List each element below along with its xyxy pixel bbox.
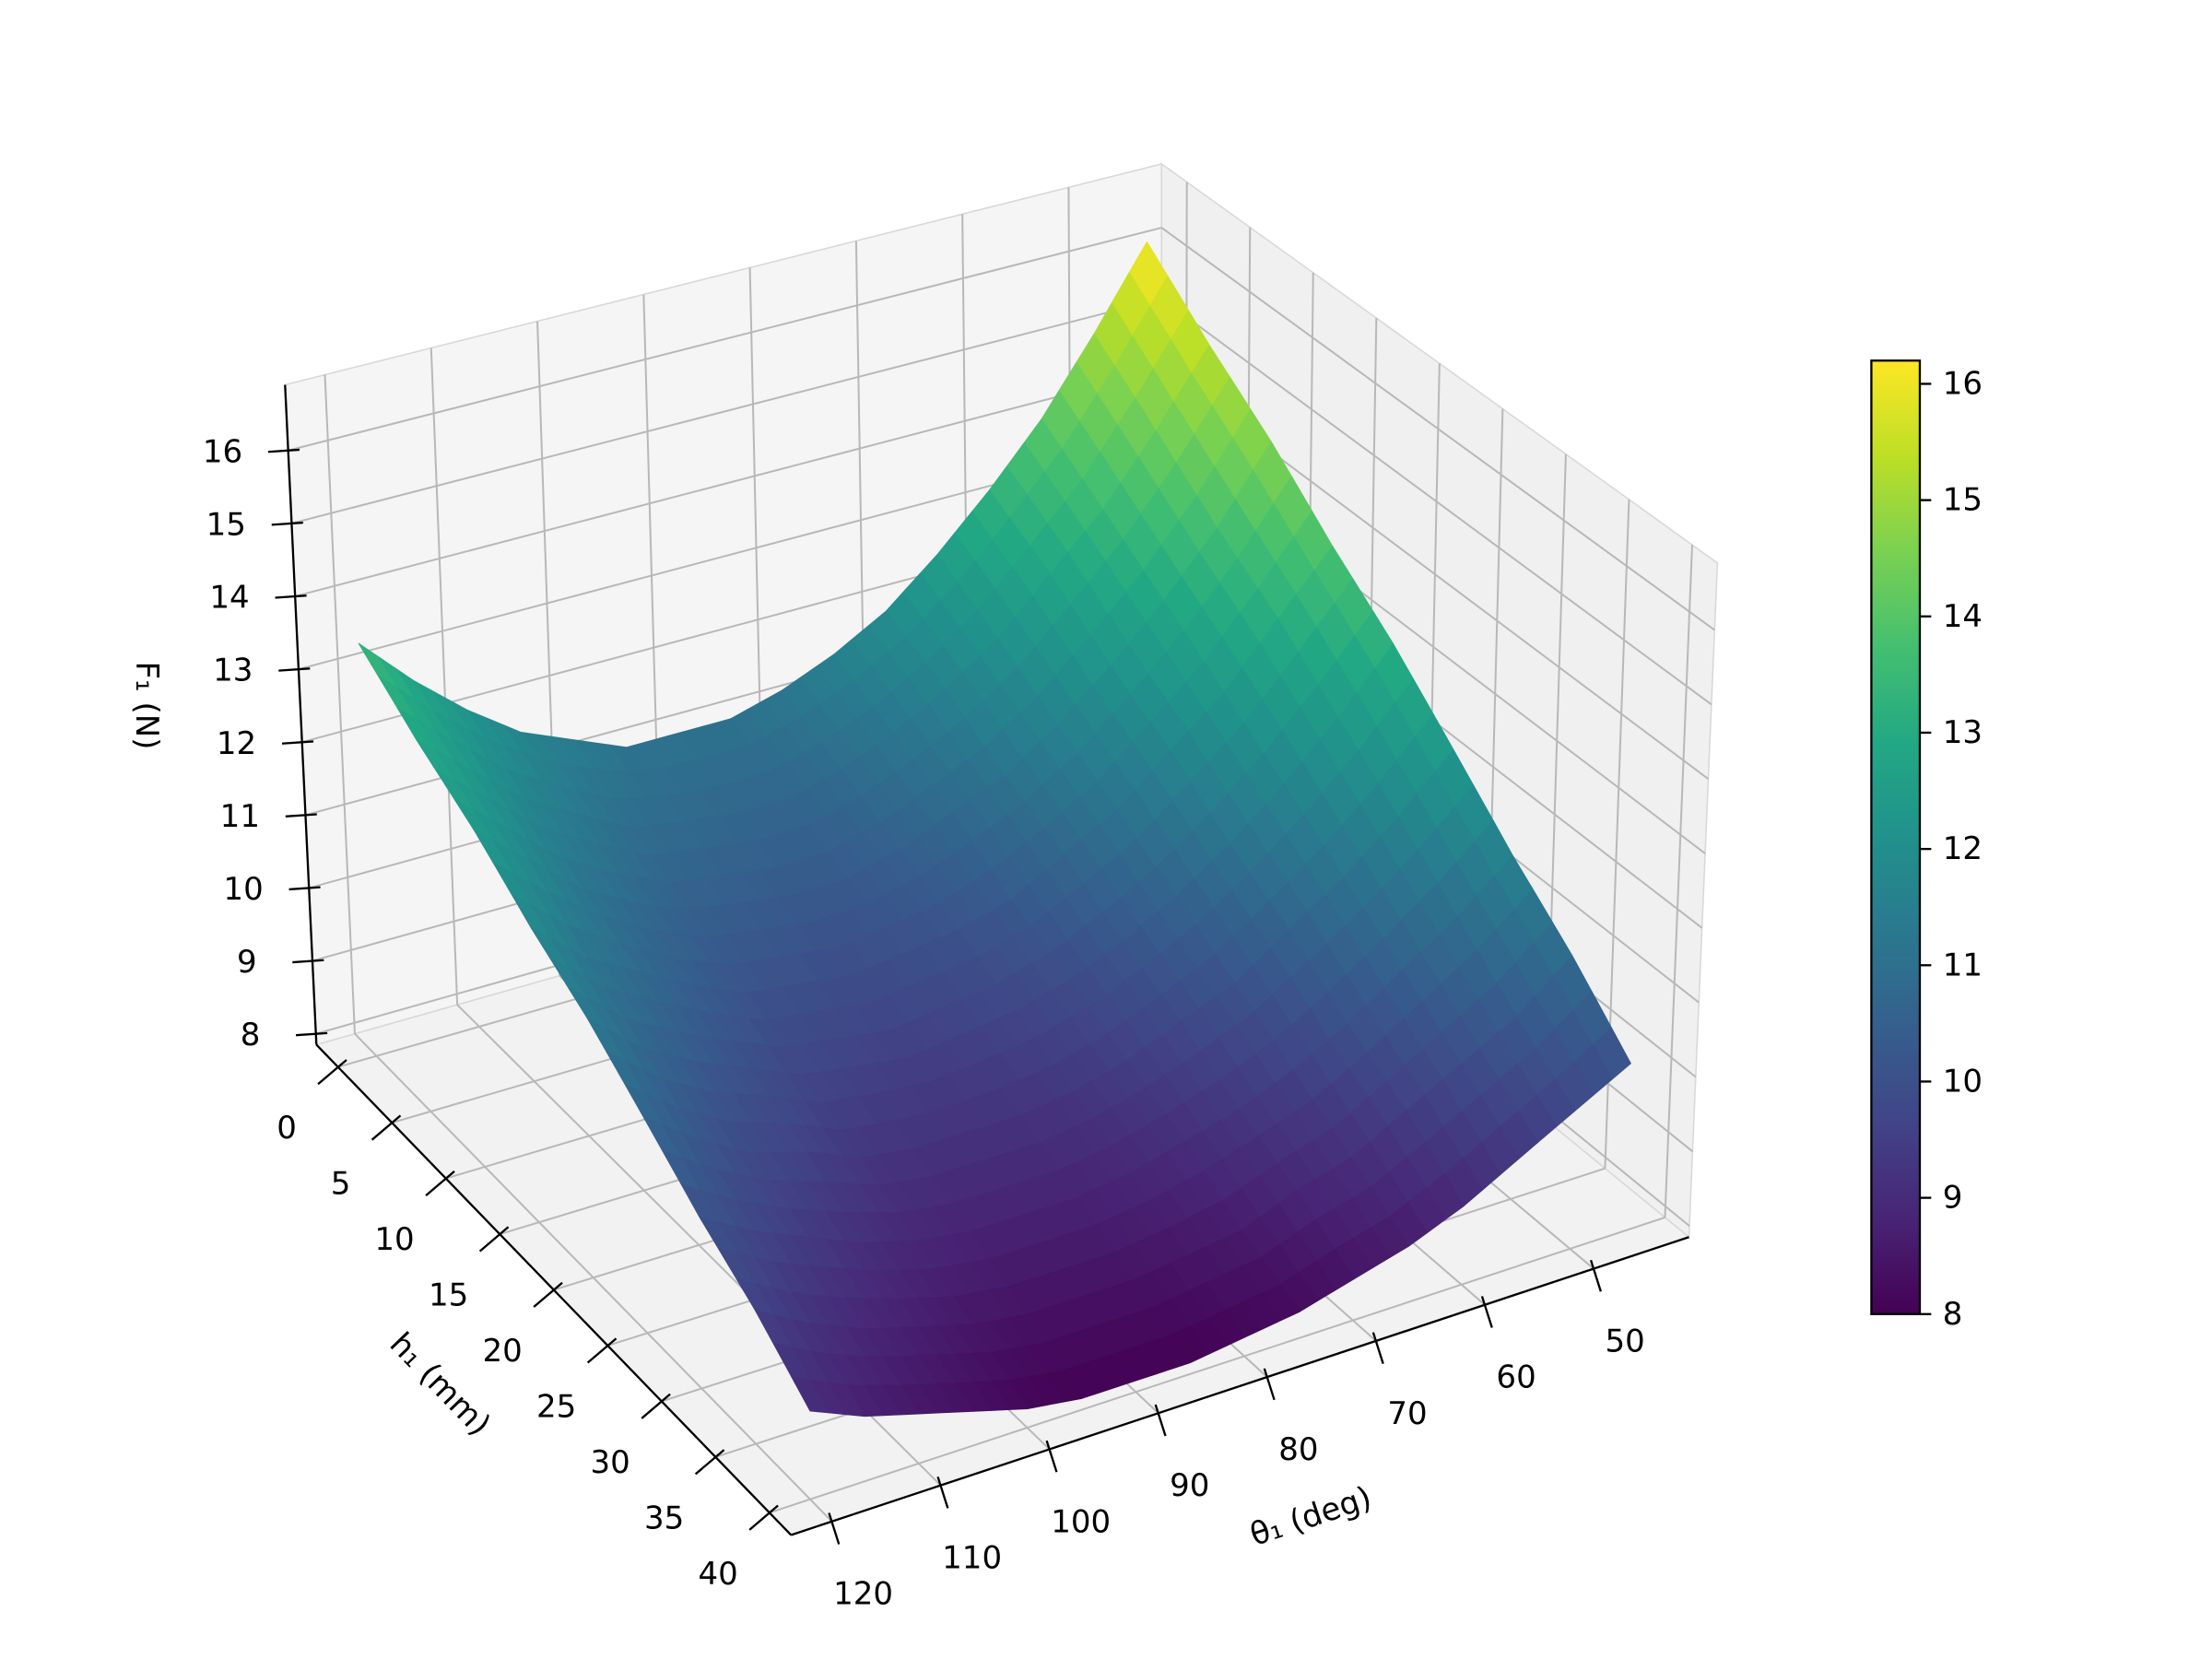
z-tick — [296, 1031, 328, 1037]
y-tick — [425, 1170, 455, 1197]
z-tick-label: 15 — [206, 506, 246, 543]
y-tick — [748, 1504, 779, 1531]
y-tick-label: 25 — [536, 1388, 576, 1425]
z-tick-label: 11 — [220, 798, 260, 835]
colorbar-tick-label: 8 — [1943, 1296, 1963, 1333]
colorbar-tick-label: 10 — [1943, 1063, 1983, 1100]
y-tick — [694, 1449, 725, 1476]
grid-line — [291, 297, 1162, 524]
colorbar-tick-label: 13 — [1943, 714, 1983, 751]
x-tick-label: 80 — [1278, 1431, 1318, 1468]
z-tick — [281, 740, 314, 745]
x-tick — [1045, 1440, 1058, 1473]
z-tick — [278, 667, 311, 672]
x-tick — [1371, 1332, 1384, 1364]
y-tick — [641, 1393, 671, 1419]
z-axis-label: F₁ (N) — [128, 661, 165, 749]
y-tick-label: 10 — [374, 1221, 414, 1258]
colorbar-tick-label: 14 — [1943, 598, 1983, 635]
x-tick — [1480, 1296, 1493, 1328]
z-tick — [285, 813, 317, 818]
y-tick-label: 30 — [590, 1444, 629, 1481]
y-tick — [586, 1337, 618, 1364]
surface — [358, 241, 1631, 1418]
z-tick-label: 12 — [217, 725, 256, 762]
colorbar-tick-label: 12 — [1943, 830, 1983, 867]
surface-patch — [791, 1376, 830, 1414]
grid-line — [769, 1217, 1665, 1514]
z-tick-label: 9 — [237, 944, 257, 981]
x-tick-label: 120 — [833, 1576, 893, 1613]
y-tick-label: 15 — [429, 1277, 468, 1314]
z-axis-line — [284, 384, 318, 1045]
colorbar-tick-label: 9 — [1943, 1180, 1963, 1217]
y-tick — [371, 1114, 402, 1141]
z-tick-label: 14 — [209, 580, 249, 617]
z-tick-label: 10 — [223, 871, 263, 908]
z-tick — [288, 886, 321, 891]
x-tick-label: 110 — [942, 1540, 1002, 1577]
x-tick-label: 60 — [1496, 1359, 1535, 1396]
y-tick-label: 5 — [331, 1166, 351, 1203]
x-tick — [1263, 1368, 1276, 1401]
y-tick-label: 40 — [699, 1556, 738, 1593]
grid-line — [288, 227, 1162, 452]
z-tick-label: 8 — [241, 1017, 261, 1053]
y-tick-label: 20 — [482, 1333, 522, 1370]
y-tick-label: 0 — [276, 1110, 297, 1147]
z-tick-label: 13 — [213, 653, 253, 689]
x-tick — [936, 1476, 949, 1509]
z-tick — [271, 521, 303, 526]
z-tick-label: 16 — [203, 433, 242, 470]
colorbar-tick-label: 15 — [1943, 482, 1983, 519]
z-tick — [275, 594, 307, 599]
grid-line — [324, 374, 356, 1034]
z-tick — [292, 959, 324, 964]
y-tick — [317, 1059, 347, 1086]
colorbar — [1870, 359, 1922, 1315]
x-tick-label: 70 — [1387, 1395, 1427, 1432]
grid-line — [1664, 545, 1693, 1218]
y-tick — [478, 1226, 510, 1253]
grid-line — [429, 347, 459, 1006]
x-tick — [1154, 1404, 1167, 1437]
z-tick — [267, 448, 300, 453]
y-tick — [533, 1281, 563, 1308]
x-tick — [1589, 1259, 1602, 1292]
colorbar-tick-label: 16 — [1943, 366, 1983, 403]
x-tick-label: 50 — [1606, 1323, 1645, 1359]
y-tick-label: 35 — [644, 1500, 684, 1536]
grid-line — [1160, 227, 1715, 631]
grid-line — [294, 368, 1162, 597]
x-tick — [828, 1512, 841, 1545]
x-tick-label: 100 — [1051, 1503, 1111, 1540]
x-tick-label: 90 — [1170, 1467, 1209, 1504]
grid-line — [1160, 298, 1712, 706]
colorbar-tick-label: 11 — [1943, 947, 1983, 983]
